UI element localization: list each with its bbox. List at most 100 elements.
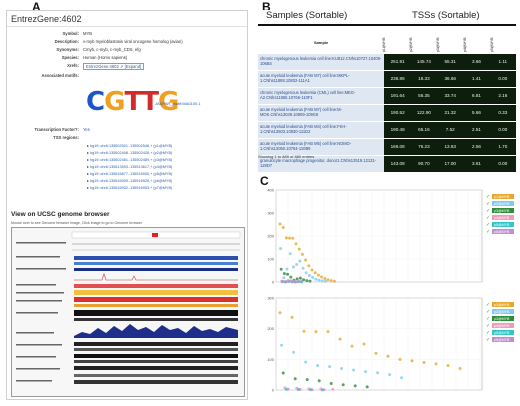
legend-checkbox-icon[interactable]: ✓ bbox=[486, 222, 490, 228]
data-point[interactable] bbox=[410, 359, 414, 363]
data-point[interactable] bbox=[386, 354, 390, 358]
tss-link[interactable]: hg19::chr6:135516932..135516953,+ (p7@MY… bbox=[87, 185, 172, 192]
data-point[interactable] bbox=[279, 267, 283, 271]
data-point[interactable] bbox=[434, 362, 438, 366]
data-point[interactable] bbox=[331, 387, 335, 391]
data-point[interactable] bbox=[300, 252, 304, 256]
data-point[interactable] bbox=[320, 275, 324, 279]
data-point[interactable] bbox=[281, 280, 285, 284]
data-point[interactable] bbox=[284, 280, 288, 284]
data-point[interactable] bbox=[298, 387, 302, 391]
data-point[interactable] bbox=[326, 330, 330, 334]
data-point[interactable] bbox=[314, 330, 318, 334]
data-point[interactable] bbox=[305, 378, 309, 382]
data-point[interactable] bbox=[304, 258, 308, 262]
data-point[interactable] bbox=[282, 272, 286, 276]
data-point[interactable] bbox=[364, 370, 368, 374]
expression-chart-bottom[interactable]: 300 200 100 0 ✓ p1@MYB ✓ p2@MYB ✓ p3@MYB ✓ p4@MYB ✓ p… bbox=[262, 294, 516, 398]
data-point[interactable] bbox=[422, 360, 426, 364]
data-point[interactable] bbox=[302, 278, 306, 282]
data-point[interactable] bbox=[340, 367, 344, 371]
tss-header[interactable]: TSSs (Sortable) bbox=[412, 10, 480, 21]
data-point[interactable] bbox=[300, 280, 304, 284]
data-point[interactable] bbox=[388, 373, 392, 377]
samples-header[interactable]: Samples (Sortable) bbox=[266, 10, 348, 21]
column-tss-1[interactable]: p1@MYB bbox=[382, 37, 386, 52]
data-point[interactable] bbox=[282, 276, 286, 280]
data-point[interactable] bbox=[322, 388, 326, 392]
sample-cell[interactable]: chronic myelogenous leukemia (CML) cell … bbox=[258, 87, 385, 105]
data-point[interactable] bbox=[301, 266, 305, 270]
data-point[interactable] bbox=[285, 267, 289, 271]
data-point[interactable] bbox=[326, 278, 330, 282]
data-point[interactable] bbox=[291, 265, 295, 269]
column-tss-3[interactable]: p3@MYB bbox=[436, 37, 440, 52]
data-point[interactable] bbox=[310, 268, 314, 272]
table-row[interactable]: chronic myelogenous leukemia (CML) cell … bbox=[258, 87, 516, 105]
data-point[interactable] bbox=[294, 280, 298, 284]
data-point[interactable] bbox=[295, 262, 299, 266]
column-tss-4[interactable]: p4@MYB bbox=[463, 37, 467, 52]
data-point[interactable] bbox=[400, 376, 404, 380]
tss-link[interactable]: hg19::chr6:135502408..135502426,+ (p2@MY… bbox=[87, 150, 172, 157]
legend-checkbox-icon[interactable]: ✓ bbox=[486, 337, 490, 343]
table-row[interactable]: acute myeloid leukemia (FAB M7) cell lin… bbox=[258, 104, 516, 122]
data-point[interactable] bbox=[307, 264, 311, 268]
column-tss-2[interactable]: p2@MYB bbox=[409, 37, 413, 52]
data-point[interactable] bbox=[353, 384, 357, 388]
table-row[interactable]: acute myeloid leukemia (FAB M4) cell lin… bbox=[258, 121, 516, 139]
table-row[interactable]: acute myeloid leukemia (FAB M7) cell lin… bbox=[258, 70, 516, 88]
sample-cell[interactable]: chronic myelogenous leukemia cell line:K… bbox=[258, 54, 385, 71]
data-point[interactable] bbox=[320, 279, 324, 283]
legend-checkbox-icon[interactable]: ✓ bbox=[486, 302, 490, 308]
data-point[interactable] bbox=[287, 279, 291, 283]
data-point[interactable] bbox=[304, 360, 308, 364]
data-point[interactable] bbox=[313, 271, 317, 275]
data-point[interactable] bbox=[304, 271, 308, 275]
sample-cell[interactable]: acute myeloid leukemia (FAB M4) cell lin… bbox=[258, 121, 385, 139]
data-point[interactable] bbox=[398, 357, 402, 361]
data-point[interactable] bbox=[298, 276, 302, 280]
legend-checkbox-icon[interactable]: ✓ bbox=[486, 201, 490, 207]
data-point[interactable] bbox=[292, 350, 296, 354]
legend-checkbox-icon[interactable]: ✓ bbox=[486, 309, 490, 315]
data-point[interactable] bbox=[362, 342, 366, 346]
data-point[interactable] bbox=[317, 278, 321, 282]
expression-chart-top[interactable]: 400 300 200 100 0 ✓ p1@MYB ✓ p2@MYB ✓ p3@MYB ✓ p4@MY… bbox=[262, 186, 516, 290]
data-point[interactable] bbox=[288, 252, 292, 256]
data-point[interactable] bbox=[305, 279, 309, 283]
data-point[interactable] bbox=[329, 279, 333, 283]
legend-checkbox-icon[interactable]: ✓ bbox=[486, 229, 490, 235]
tss-link[interactable]: hg19::chr6:135502461..135502489,+ (p3@MY… bbox=[87, 157, 172, 164]
data-point[interactable] bbox=[298, 259, 302, 263]
data-point[interactable] bbox=[323, 277, 327, 281]
legend-checkbox-icon[interactable]: ✓ bbox=[486, 215, 490, 221]
ucsc-browser-image[interactable] bbox=[11, 227, 245, 397]
data-point[interactable] bbox=[297, 247, 301, 251]
legend-checkbox-icon[interactable]: ✓ bbox=[486, 194, 490, 200]
legend-checkbox-icon[interactable]: ✓ bbox=[486, 323, 490, 329]
column-tss-5[interactable]: p5@MYB bbox=[490, 37, 494, 52]
data-point[interactable] bbox=[284, 236, 288, 240]
xref-link[interactable]: EntrezGene:4602 ⇗ [Expand] bbox=[83, 63, 145, 70]
data-point[interactable] bbox=[291, 280, 295, 284]
data-point[interactable] bbox=[323, 279, 327, 283]
tf-value[interactable]: Yes bbox=[83, 127, 90, 132]
data-point[interactable] bbox=[286, 387, 290, 391]
data-point[interactable] bbox=[280, 343, 284, 347]
data-point[interactable] bbox=[290, 315, 294, 319]
tss-link[interactable]: hg19::chr6:135516877..135516900,+ (p5@MY… bbox=[87, 171, 172, 178]
data-point[interactable] bbox=[278, 222, 282, 226]
data-point[interactable] bbox=[281, 371, 285, 375]
tss-link[interactable]: hg19::chr6:135513593..135513617,+ (p4@MY… bbox=[87, 164, 172, 171]
data-point[interactable] bbox=[365, 385, 369, 389]
table-row[interactable]: chronic myelogenous leukemia cell line:K… bbox=[258, 54, 516, 71]
data-point[interactable] bbox=[289, 275, 293, 279]
data-point[interactable] bbox=[307, 274, 311, 278]
data-point[interactable] bbox=[302, 329, 306, 333]
data-point[interactable] bbox=[293, 377, 297, 381]
data-point[interactable] bbox=[286, 272, 290, 276]
data-point[interactable] bbox=[278, 311, 282, 315]
data-point[interactable] bbox=[291, 236, 295, 240]
sample-cell[interactable]: acute myeloid leukemia (FAB M7) cell lin… bbox=[258, 104, 385, 122]
